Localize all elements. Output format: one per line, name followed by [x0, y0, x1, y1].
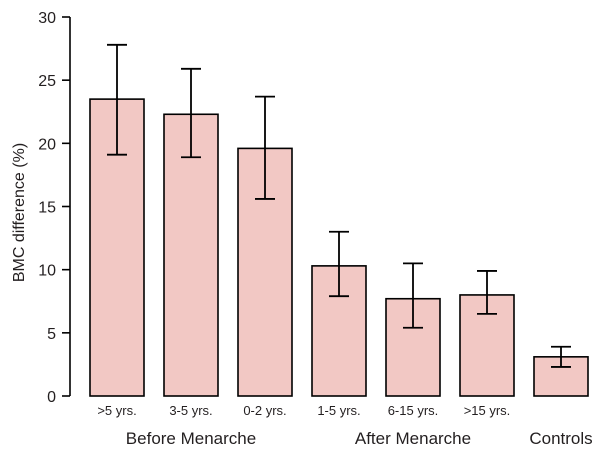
y-tick-label: 10	[38, 263, 56, 280]
bar	[385, 297, 441, 397]
bar	[533, 356, 589, 397]
y-tick-label: 20	[38, 136, 56, 153]
category-label: >15 yrs.	[464, 403, 511, 418]
category-label: 3-5 yrs.	[169, 403, 212, 418]
bar	[163, 113, 219, 397]
category-label: >5 yrs.	[97, 403, 136, 418]
y-tick-label: 0	[47, 389, 56, 406]
category-label: 6-15 yrs.	[388, 403, 439, 418]
labels: 0 5 10 15 20 25 30 BMC difference (%) >5 yrs. 3-5…	[11, 10, 593, 448]
y-tick-label: 25	[38, 73, 56, 90]
y-axis-title: BMC difference (%)	[11, 143, 28, 282]
y-tick-label: 5	[47, 326, 56, 343]
group-label: After Menarche	[355, 429, 471, 448]
group-label: Controls	[529, 429, 592, 448]
category-label: 0-2 yrs.	[243, 403, 286, 418]
bars	[89, 43, 589, 397]
group-label: Before Menarche	[126, 429, 256, 448]
y-tick-label: 30	[38, 10, 56, 27]
axes	[62, 16, 71, 397]
y-tick-label: 15	[38, 200, 56, 217]
category-label: 1-5 yrs.	[317, 403, 360, 418]
